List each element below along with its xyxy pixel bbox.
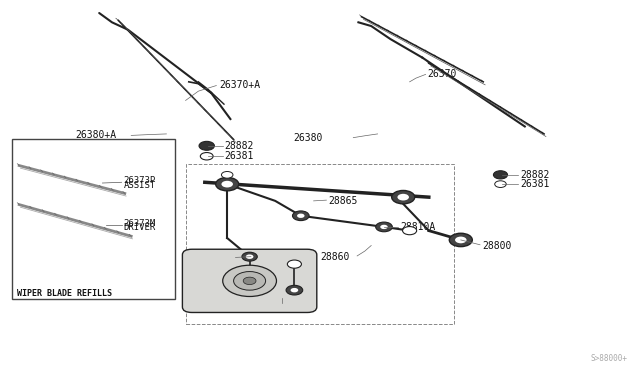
Text: 28882: 28882 <box>520 170 550 180</box>
Text: 26381: 26381 <box>224 151 253 161</box>
Text: DRIVER: DRIVER <box>124 223 156 232</box>
Text: S>88000+: S>88000+ <box>590 355 627 363</box>
Circle shape <box>199 141 214 150</box>
Circle shape <box>455 237 467 243</box>
Circle shape <box>397 194 409 201</box>
Bar <box>12 140 175 299</box>
Text: 26380+A: 26380+A <box>76 131 116 140</box>
Text: 28810A: 28810A <box>400 222 435 232</box>
Circle shape <box>403 227 417 235</box>
Text: 26381: 26381 <box>520 179 550 189</box>
Circle shape <box>246 254 253 259</box>
Circle shape <box>291 288 298 292</box>
Circle shape <box>200 153 213 160</box>
Circle shape <box>495 181 506 187</box>
Circle shape <box>234 272 266 290</box>
Text: 26370+A: 26370+A <box>219 80 260 90</box>
Text: 28882: 28882 <box>224 141 253 151</box>
Text: 26373P: 26373P <box>124 176 156 185</box>
Circle shape <box>287 260 301 268</box>
Circle shape <box>380 225 388 229</box>
Text: 26380: 26380 <box>293 133 323 142</box>
Circle shape <box>449 233 472 247</box>
Circle shape <box>221 181 233 187</box>
FancyBboxPatch shape <box>182 249 317 312</box>
Circle shape <box>297 214 305 218</box>
Text: 28810: 28810 <box>266 301 295 311</box>
Circle shape <box>242 252 257 261</box>
Circle shape <box>221 171 233 178</box>
Text: 28800: 28800 <box>482 241 511 250</box>
Text: WIPER BLADE REFILLS: WIPER BLADE REFILLS <box>17 289 111 298</box>
Circle shape <box>292 211 309 221</box>
Circle shape <box>243 277 256 285</box>
Circle shape <box>376 222 392 232</box>
Circle shape <box>223 265 276 296</box>
Text: 26373M: 26373M <box>124 219 156 228</box>
Circle shape <box>392 190 415 204</box>
Text: 28860: 28860 <box>320 252 349 262</box>
Circle shape <box>216 177 239 191</box>
Text: 26370: 26370 <box>428 70 457 79</box>
Text: 28810A: 28810A <box>189 253 224 262</box>
Circle shape <box>286 285 303 295</box>
Text: 28865: 28865 <box>328 196 358 206</box>
Text: ASSIST: ASSIST <box>124 181 156 190</box>
Bar <box>186 164 454 324</box>
Circle shape <box>493 171 508 179</box>
